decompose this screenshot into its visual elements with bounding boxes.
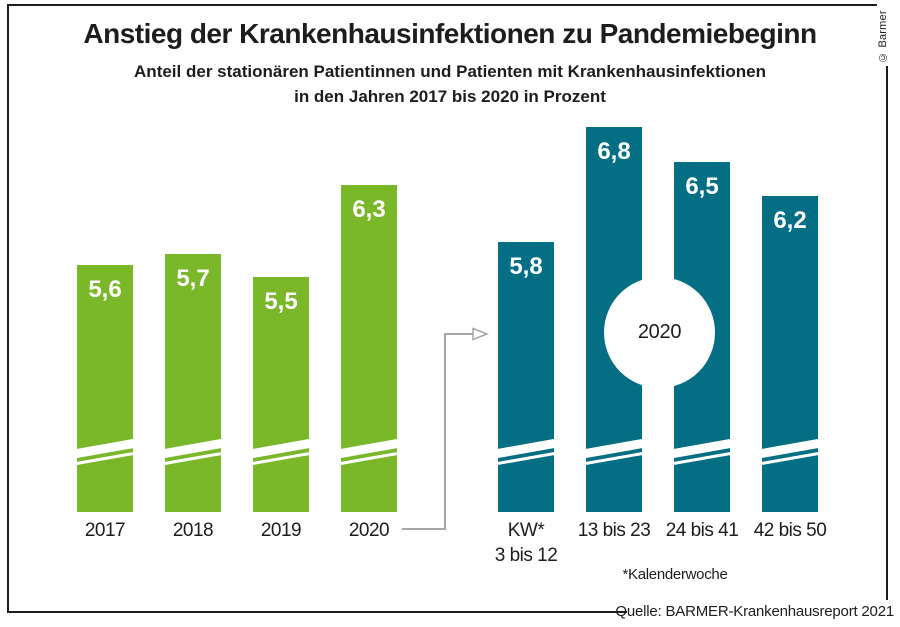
bar-KW-3-bis-12: 5,8 [498,242,554,512]
page-subtitle: Anteil der stationären Patientinnen und … [0,59,900,109]
frame-border-bottom [7,611,627,613]
bar-value-label: 5,8 [509,253,543,280]
bar-value-label: 6,3 [352,195,386,223]
year-circle-annotation: 2020 [604,277,715,388]
subtitle-line-2: in den Jahren 2017 bis 2020 in Prozent [294,87,606,106]
source-label: Quelle: BARMER-Krankenhausreport 2021 [615,603,894,620]
bar-value-label: 6,8 [597,138,631,165]
bar-2018: 5,7 [165,253,221,512]
x-axis-label: 24 bis 41 [665,520,739,541]
frame-border-left [7,4,9,613]
subtitle-line-1: Anteil der stationären Patientinnen und … [134,62,766,81]
frame-border-top [7,4,877,6]
bar-value-label: 6,2 [773,207,807,234]
page-title: Anstieg der Krankenhausinfektionen zu Pa… [83,18,817,49]
bar-value-label: 5,6 [88,276,122,303]
bar-2019: 5,5 [253,276,309,512]
x-axis-label: 2018 [172,520,214,541]
x-axis-label: 2017 [84,520,126,541]
year-circle-label: 2020 [637,321,682,343]
x-axis-label: 42 bis 50 [753,520,827,541]
bar-42-bis-50: 6,2 [762,196,818,512]
bar-2017: 5,6 [77,265,133,512]
x-axis-label: 13 bis 23 [577,520,651,541]
x-axis-label: 2019 [260,520,302,541]
x-axis-label: KW* 3 bis 12 [494,520,558,566]
bar-value-label: 6,5 [685,172,719,200]
bar-value-label: 5,7 [176,264,210,292]
footnote-kalenderwoche: *Kalenderwoche [622,566,728,583]
x-axis-label: 2020 [348,520,390,541]
bar-value-label: 5,5 [264,287,298,315]
frame-border-right [886,66,888,600]
